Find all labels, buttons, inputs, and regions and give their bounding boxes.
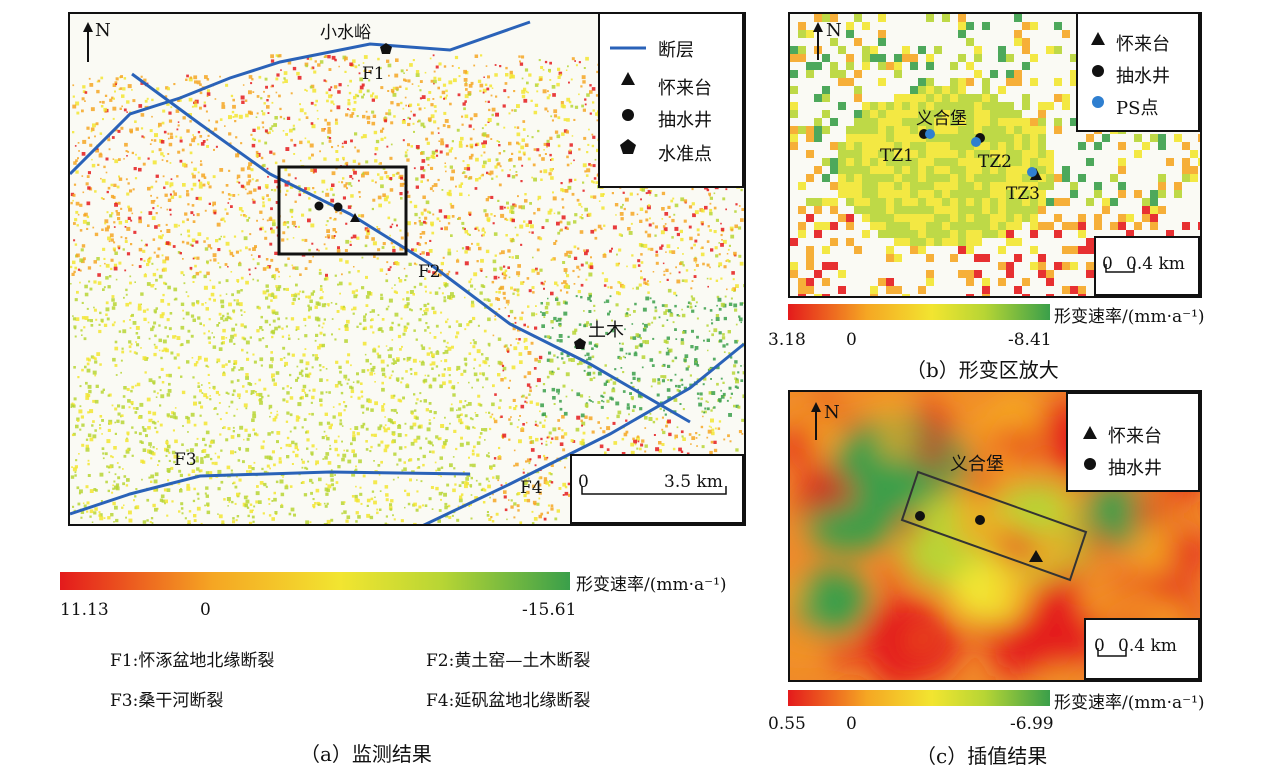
fault-name-f2: F2:黄土窑—土木断裂	[426, 651, 591, 671]
fault-f3	[70, 470, 471, 516]
legend-a: 断层 怀来台 抽水井 水准点	[598, 12, 744, 188]
colorbar-b	[788, 304, 1050, 320]
fault-name-f3: F3:桑干河断裂	[110, 691, 224, 711]
colorbar-b-mid: 0	[846, 330, 857, 350]
study-zone-box	[900, 470, 1088, 582]
colorbar-a-mid: 0	[200, 600, 211, 620]
legend-b-ps-label: PS点	[1116, 98, 1159, 119]
colorbar-a-max: -15.61	[522, 600, 577, 620]
scale-bar-a-line	[581, 486, 727, 495]
station-icon	[1029, 550, 1043, 562]
colorbar-a	[60, 572, 570, 590]
legend-b: 怀来台 抽水井 PS点	[1076, 12, 1200, 132]
well-icon	[975, 515, 985, 525]
colorbar-b-max: -8.41	[1008, 330, 1052, 350]
caption-a: （a）监测结果	[300, 742, 432, 766]
fault-name-f1: F1:怀涿盆地北缘断裂	[110, 651, 275, 671]
colorbar-c	[788, 690, 1050, 706]
colorbar-a-title: 形变速率/(mm·a⁻¹)	[576, 575, 727, 595]
well-icon	[314, 201, 324, 211]
fault-f2	[131, 72, 691, 424]
colorbar-b-title: 形变速率/(mm·a⁻¹)	[1054, 307, 1205, 327]
triangle-station-icon	[621, 72, 635, 85]
place-xiaoshuiyu: 小水峪	[320, 23, 371, 43]
scale-bar-a: 0 3.5 km	[570, 454, 744, 524]
circle-well-icon	[1092, 65, 1104, 77]
legend-level-label: 水准点	[658, 144, 712, 165]
ps-grid-b	[790, 14, 1200, 296]
caption-b: （b）形变区放大	[906, 358, 1059, 382]
circle-well-icon	[1084, 458, 1096, 470]
ps-point-icon	[1092, 96, 1104, 108]
legend-c: 怀来台 抽水井	[1066, 392, 1200, 492]
caption-c: （c）插值结果	[916, 744, 1048, 768]
colorbar-b-min: 3.18	[768, 330, 806, 350]
triangle-station-icon	[1083, 426, 1097, 439]
circle-well-icon	[622, 109, 634, 121]
fault-label-f2: F2	[418, 262, 441, 282]
well-icon	[333, 202, 343, 212]
legend-station-label: 怀来台	[658, 78, 712, 99]
legend-fault-label: 断层	[658, 40, 694, 61]
level-point-icon	[574, 338, 586, 349]
colorbar-c-max: -6.99	[1010, 714, 1054, 734]
scale-b-dist: 0.4 km	[1126, 254, 1185, 274]
north-arrow-icon	[813, 22, 823, 60]
level-point-icon	[380, 43, 392, 54]
pentagon-level-icon	[620, 139, 636, 154]
fault-label-f1: F1	[362, 64, 385, 84]
fault-label-f3: F3	[174, 450, 197, 470]
well-label-tz3: TZ3	[1006, 184, 1040, 204]
legend-c-well-label: 抽水井	[1108, 458, 1162, 479]
scale-c-dist: 0.4 km	[1118, 636, 1177, 656]
scale-bar-c: 0 0.4 km	[1084, 618, 1200, 680]
place-yihebao-c: 义合堡	[950, 454, 1004, 475]
zoom-box	[277, 165, 408, 256]
legend-well-label: 抽水井	[658, 110, 712, 131]
north-label: N	[826, 20, 842, 41]
north-label: N	[95, 20, 111, 41]
ps-point-icon	[925, 129, 935, 139]
deformation-map-b	[790, 14, 1200, 296]
scale-b-zero: 0	[1102, 254, 1113, 274]
legend-b-symbols	[1091, 32, 1105, 108]
triangle-station-icon	[1091, 32, 1105, 45]
north-arrow-icon	[811, 402, 821, 440]
legend-c-station-label: 怀来台	[1108, 426, 1162, 447]
colorbar-a-min: 11.13	[60, 600, 109, 620]
scale-c-zero: 0	[1094, 636, 1105, 656]
fault-name-f4: F4:延矾盆地北缘断裂	[426, 691, 591, 711]
colorbar-c-min: 0.55	[768, 714, 806, 734]
well-label-tz1: TZ1	[880, 146, 914, 166]
scale-a-zero: 0	[578, 472, 589, 492]
scale-bar-b: 0 0.4 km	[1094, 236, 1200, 296]
place-yihebao-b: 义合堡	[916, 109, 967, 129]
well-label-tz2: TZ2	[978, 152, 1012, 172]
fault-f1	[70, 20, 531, 176]
place-tumu: 土木	[588, 320, 624, 341]
station-icon	[350, 213, 360, 222]
scale-bar-c-line	[1097, 648, 1127, 657]
scale-bar-b-line	[1105, 264, 1135, 273]
fault-label-f4: F4	[520, 478, 543, 498]
scale-a-dist: 3.5 km	[664, 472, 723, 492]
legend-c-symbols	[1083, 426, 1097, 470]
north-label: N	[824, 402, 840, 423]
legend-b-well-label: 抽水井	[1116, 66, 1170, 87]
north-arrow-icon	[83, 22, 93, 62]
colorbar-c-mid: 0	[846, 714, 857, 734]
colorbar-c-title: 形变速率/(mm·a⁻¹)	[1054, 693, 1205, 713]
legend-b-station-label: 怀来台	[1116, 34, 1170, 55]
ps-point-icon	[971, 137, 981, 147]
fault-f4	[422, 342, 744, 524]
ps-point-icon	[1027, 167, 1037, 177]
legend-a-symbols	[610, 46, 646, 154]
well-icon	[915, 511, 925, 521]
